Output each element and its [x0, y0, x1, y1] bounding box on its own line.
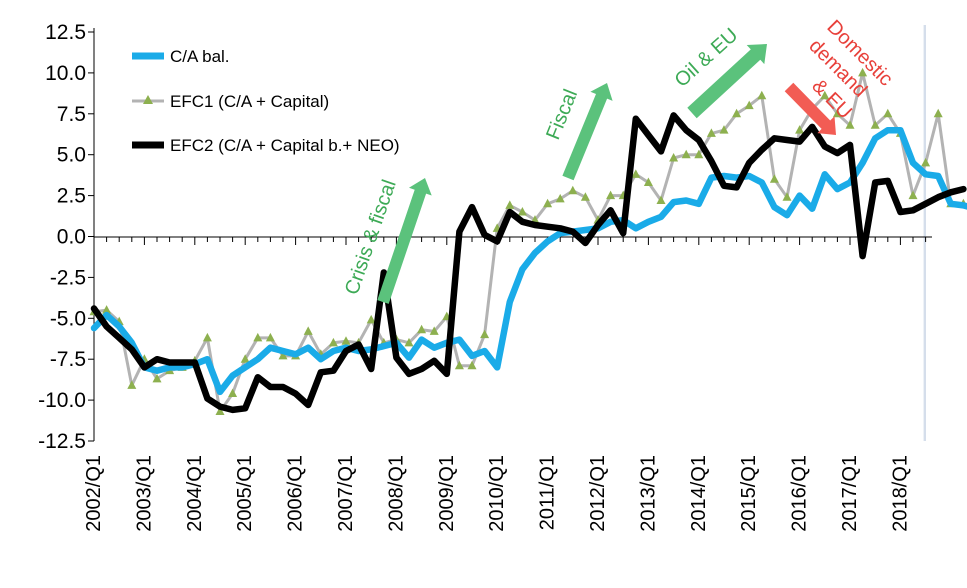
y-tick-label: 7.5 — [57, 103, 86, 126]
series-marker — [643, 177, 653, 187]
y-tick-label: -5.0 — [50, 307, 86, 330]
x-tick-label: 2005/Q1 — [234, 455, 256, 532]
series-marker — [820, 90, 830, 100]
annotation-arrow-oil-eu — [687, 44, 767, 119]
y-tick-label: -12.5 — [38, 430, 86, 453]
series-marker — [152, 373, 162, 383]
x-tick-label: 2008/Q1 — [385, 455, 407, 532]
series-marker — [681, 149, 691, 159]
series-group — [89, 67, 967, 416]
series-marker — [366, 314, 376, 324]
series-marker — [732, 108, 742, 118]
x-tick-label: 2003/Q1 — [133, 455, 155, 532]
x-tick-label: 2004/Q1 — [184, 455, 206, 532]
series-marker — [517, 206, 527, 216]
y-tick-label: -7.5 — [50, 348, 86, 371]
series-marker — [240, 354, 250, 363]
series-line-1 — [92, 71, 965, 414]
series-marker — [631, 169, 641, 178]
series-marker — [845, 120, 855, 129]
series-marker — [883, 108, 893, 118]
series-marker — [341, 336, 351, 345]
y-tick-label: 0.0 — [57, 226, 86, 249]
x-tick-label: 2013/Q1 — [637, 455, 659, 532]
series-marker — [454, 360, 464, 370]
x-tick-label: 2015/Q1 — [738, 455, 760, 532]
series-marker — [467, 360, 477, 370]
series-marker — [656, 195, 666, 205]
legend-label-efc2: EFC2 (C/A + Capital b.+ NEO) — [170, 136, 400, 155]
forecast-shading — [923, 25, 926, 441]
x-tick-label: 2014/Q1 — [688, 455, 710, 532]
y-tick-label: -10.0 — [38, 389, 86, 412]
series-marker — [303, 326, 313, 335]
series-line-2 — [90, 112, 967, 414]
y-tick-label: -2.5 — [50, 266, 86, 289]
series-marker — [858, 67, 868, 77]
series-marker — [505, 200, 515, 209]
series-marker — [757, 90, 767, 100]
series-marker — [933, 108, 943, 118]
series-marker — [404, 337, 414, 347]
x-tick-label: 2002/Q1 — [83, 455, 105, 532]
series-marker — [908, 190, 918, 200]
series-marker — [202, 332, 212, 342]
annotation-arrow-domestic-eu — [784, 82, 836, 135]
series-marker — [795, 125, 805, 134]
series-marker — [694, 149, 704, 159]
series-marker — [480, 329, 490, 339]
x-tick-label: 2017/Q1 — [839, 455, 861, 532]
legend-label-ca-bal: C/A bal. — [170, 47, 230, 66]
series-marker — [328, 337, 338, 347]
series-marker — [215, 406, 225, 416]
y-tick-label: 10.0 — [45, 62, 86, 85]
x-tick-label: 2006/Q1 — [285, 455, 307, 532]
x-tick-label: 2007/Q1 — [335, 455, 357, 532]
annotation-fiscal: Fiscal — [542, 86, 582, 143]
x-tick-label: 2010/Q1 — [486, 455, 508, 532]
series-marker — [127, 380, 137, 389]
series-marker — [870, 120, 880, 129]
series-marker — [719, 125, 729, 134]
x-tick-label: 2012/Q1 — [587, 455, 609, 532]
series-marker — [568, 185, 578, 195]
series-marker — [253, 332, 263, 342]
legend-marker-efc1 — [143, 95, 153, 104]
series-marker — [782, 192, 792, 201]
series-marker — [921, 157, 931, 167]
y-tick-label: 12.5 — [45, 21, 86, 44]
legend: C/A bal. EFC1 (C/A + Capital) EFC2 (C/A … — [132, 47, 400, 155]
series-marker — [606, 190, 616, 200]
series-marker — [228, 388, 238, 398]
series-marker — [555, 193, 565, 203]
series-marker — [706, 128, 716, 137]
y-axis: 12.5 10.0 7.5 5.0 2.5 0.0 -2.5 -5.0 -7.5 -10.0 -12… — [38, 21, 95, 453]
series-marker — [278, 350, 288, 360]
x-tick-label: 2016/Q1 — [789, 455, 811, 532]
series-marker — [265, 332, 275, 342]
y-tick-label: 2.5 — [57, 185, 86, 208]
series-marker — [580, 192, 590, 201]
x-axis: 2002/Q1 2003/Q1 2004/Q1 2005/Q1 2006/Q1 2007/… — [83, 236, 932, 532]
y-tick-label: 5.0 — [57, 144, 86, 167]
series-marker — [832, 108, 842, 118]
x-tick-label: 2009/Q1 — [436, 455, 458, 532]
legend-label-efc1: EFC1 (C/A + Capital) — [170, 92, 329, 111]
series-marker — [417, 324, 427, 334]
series-marker — [429, 326, 439, 335]
x-tick-label: 2011/Q1 — [537, 455, 559, 530]
series-marker — [102, 305, 112, 314]
series-marker — [769, 174, 779, 183]
series-marker — [669, 152, 679, 162]
series-line-0 — [90, 126, 967, 396]
annotation-arrow-fiscal — [562, 83, 613, 181]
forecast-label: c — [934, 35, 939, 46]
x-tick-label: 2018/Q1 — [889, 455, 911, 532]
series-marker — [744, 100, 754, 110]
series-marker — [543, 198, 553, 208]
annotation-arrow-crisis-fiscal — [377, 178, 432, 304]
